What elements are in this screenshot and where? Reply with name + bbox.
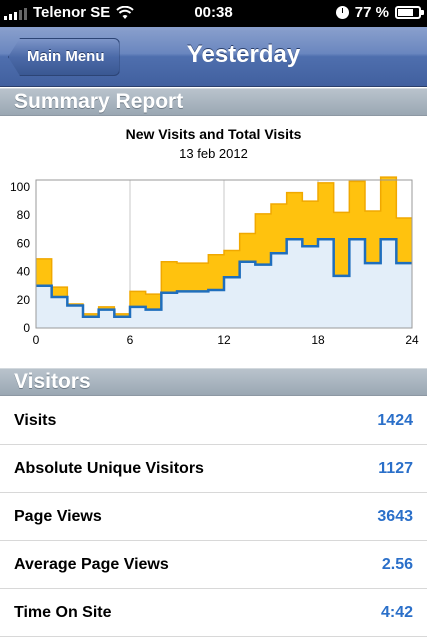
plot-border — [35, 179, 413, 329]
visitors-row-page-views[interactable]: Page Views 3643 — [0, 493, 427, 541]
y-tick-label: 80 — [17, 208, 31, 222]
alarm-clock-icon — [335, 6, 349, 19]
visitors-header: Visitors — [0, 368, 427, 396]
row-label: Absolute Unique Visitors — [14, 460, 204, 477]
x-tick-label: 18 — [311, 333, 325, 347]
row-value: 4:42 — [380, 604, 413, 621]
navigation-bar: Main Menu Yesterday — [0, 27, 427, 87]
new-visits-line — [36, 237, 412, 318]
signal-strength-icon — [4, 6, 27, 20]
battery-percent: 77 % — [354, 4, 389, 21]
row-label: Average Page Views — [14, 556, 169, 573]
page-title: Yesterday — [186, 41, 301, 68]
row-value: 2.56 — [381, 556, 413, 573]
y-tick-label: 20 — [17, 293, 31, 307]
y-tick-label: 100 — [10, 180, 30, 194]
x-tick-label: 0 — [33, 333, 40, 347]
x-tick-label: 12 — [217, 333, 231, 347]
y-tick-label: 60 — [17, 236, 31, 250]
battery-icon — [395, 6, 424, 19]
chart-canvas: 0 20 40 60 80 100 0 6 12 18 24 — [10, 176, 419, 347]
status-bar: Telenor SE 00:38 77 % — [0, 0, 427, 27]
x-tick-label: 6 — [127, 333, 134, 347]
row-value: 3643 — [377, 508, 413, 525]
status-time: 00:38 — [194, 4, 233, 21]
main-menu-back-button[interactable]: Main Menu — [8, 38, 120, 76]
visitors-row-visits[interactable]: Visits 1424 — [0, 397, 427, 445]
y-tick-label: 0 — [23, 321, 30, 335]
y-tick-label: 40 — [17, 265, 31, 279]
row-value: 1424 — [377, 412, 413, 429]
chart-subtitle: 13 feb 2012 — [179, 146, 248, 161]
battery-level-fill — [398, 9, 413, 16]
row-value: 1127 — [378, 460, 413, 477]
row-label: Page Views — [14, 508, 102, 525]
x-tick-label: 24 — [405, 333, 419, 347]
row-label: Visits — [14, 412, 57, 429]
visitors-row-time-on-site[interactable]: Time On Site 4:42 — [0, 589, 427, 637]
visits-chart: New Visits and Total Visits 13 feb 2012 … — [0, 116, 427, 368]
summary-report-header: Summary Report — [0, 88, 427, 116]
wifi-icon — [116, 5, 134, 19]
row-label: Time On Site — [14, 604, 112, 621]
visitors-row-average-page-views[interactable]: Average Page Views 2.56 — [0, 541, 427, 589]
chart-title: New Visits and Total Visits — [125, 126, 302, 142]
carrier-name: Telenor SE — [33, 4, 111, 21]
visitors-row-unique-visitors[interactable]: Absolute Unique Visitors 1127 — [0, 445, 427, 493]
